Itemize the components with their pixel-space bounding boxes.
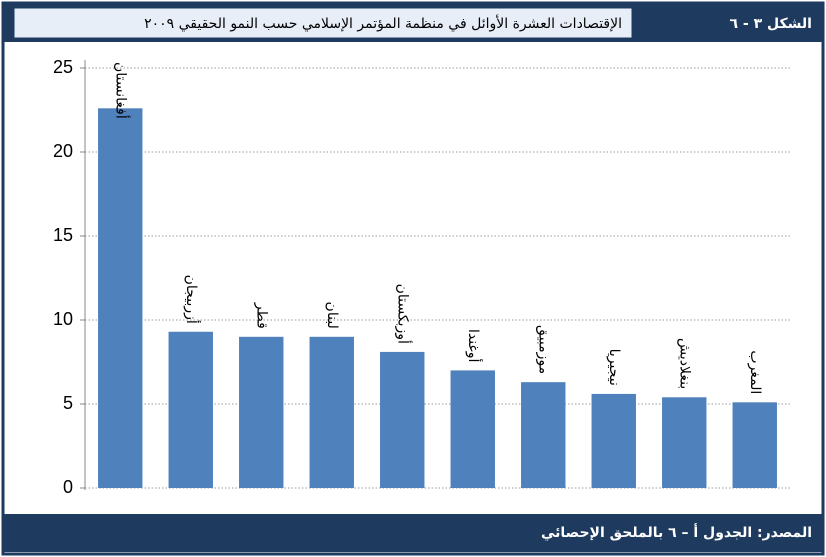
category-label: قطر [253,302,269,329]
y-tick-label: 15 [53,225,73,245]
source: المصدر: الجدول أ – ٦ بالملحق الإحصائي [541,523,812,541]
title-box [13,7,633,39]
category-label: المغرب [747,350,763,394]
category-label: نيجيريا [606,349,622,386]
bar [662,397,707,488]
bar [239,336,284,488]
figure-label: الشكل ٣ - ٦ [730,16,812,32]
category-label: أفغانستان [112,62,130,119]
y-tick-label: 20 [53,141,73,161]
footer-bar [4,514,822,552]
bar [309,336,354,488]
bar [98,108,143,488]
y-tick-label: 25 [53,57,73,77]
chart-title: الإقتصادات العشرة الأوائل في منظمة المؤت… [144,14,622,32]
bar [591,393,636,488]
y-tick-label: 5 [63,393,73,413]
y-tick-label: 10 [53,309,73,329]
bar [168,331,213,488]
bar [450,370,495,488]
bar [380,351,425,488]
category-label: بنغلاديش [676,338,692,389]
category-label: أزربيجان [183,275,201,324]
bar [732,402,777,488]
category-label: أوزبكستان [394,284,412,344]
category-label: لبنان [324,302,340,329]
bar [521,382,566,488]
category-label: موزمبيق [535,325,551,374]
category-label: أوغندا [465,329,483,363]
y-tick-label: 0 [63,477,73,497]
